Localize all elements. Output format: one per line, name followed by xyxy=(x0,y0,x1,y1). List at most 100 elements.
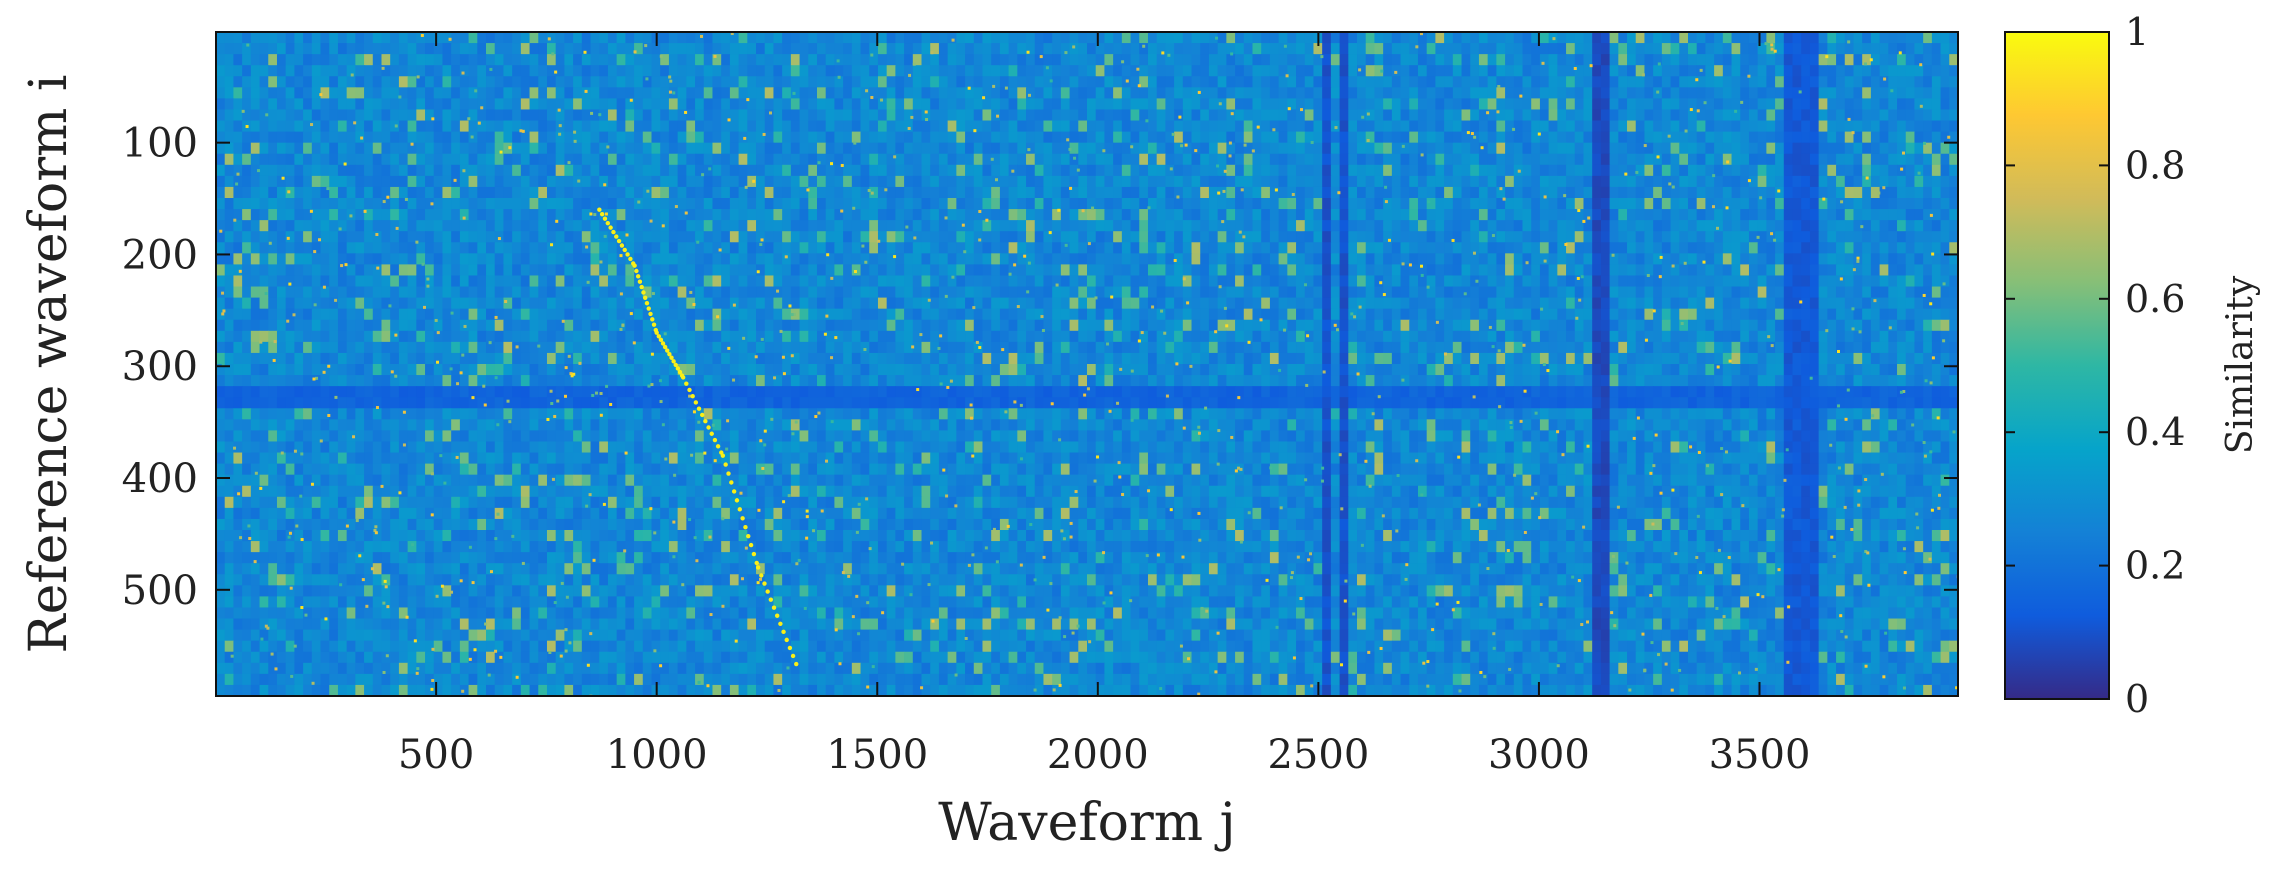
heatmap-cell xyxy=(1174,275,1184,288)
heatmap-cell xyxy=(991,131,1001,144)
heatmap-cell xyxy=(529,186,539,199)
heatmap-cell xyxy=(1278,43,1288,55)
heatmap-cell xyxy=(1383,32,1393,44)
heatmap-cell xyxy=(1609,275,1619,288)
heatmap-cell xyxy=(390,65,400,77)
heatmap-cell xyxy=(1862,109,1872,122)
heatmap-cell xyxy=(512,109,522,122)
heatmap-cell xyxy=(712,43,722,55)
heatmap-cell xyxy=(1069,65,1079,77)
heatmap-cell xyxy=(581,164,592,177)
heatmap-cell xyxy=(1635,43,1646,55)
heatmap-cell xyxy=(973,220,984,232)
heatmap-cell xyxy=(1060,76,1071,88)
heatmap-cell xyxy=(1348,120,1358,133)
heatmap-cell xyxy=(1836,220,1846,232)
heatmap-cell xyxy=(1836,120,1846,133)
heatmap-cell xyxy=(1287,242,1297,254)
heatmap-cell xyxy=(1844,275,1855,288)
heatmap-cell xyxy=(590,220,600,232)
heatmap-cell xyxy=(1618,87,1628,99)
heatmap-cell xyxy=(1269,253,1280,265)
heatmap-cell xyxy=(634,54,644,66)
heatmap-cell xyxy=(1879,186,1889,199)
heatmap-cell xyxy=(869,87,879,99)
heatmap-cell xyxy=(634,98,644,111)
heatmap-cell xyxy=(825,175,836,188)
heatmap-cell xyxy=(224,43,235,55)
heatmap-cell xyxy=(355,220,365,232)
heatmap-cell xyxy=(1513,220,1524,232)
heatmap-cell xyxy=(1940,275,1950,288)
heatmap-cell xyxy=(555,275,565,288)
heatmap-cell xyxy=(599,87,609,99)
heatmap-cell xyxy=(486,109,496,122)
heatmap-cell xyxy=(1252,153,1262,166)
heatmap-cell xyxy=(1818,76,1828,88)
heatmap-cell xyxy=(1383,198,1393,210)
heatmap-cell xyxy=(1348,209,1358,221)
heatmap-cell xyxy=(268,209,278,221)
heatmap-cell xyxy=(729,253,740,265)
heatmap-cell xyxy=(886,297,896,310)
heatmap-cell xyxy=(1931,87,1942,99)
heatmap-cell xyxy=(1435,253,1445,265)
heatmap-cell xyxy=(1600,109,1611,122)
heatmap-cell xyxy=(1714,209,1724,221)
heatmap-cell xyxy=(372,131,383,144)
heatmap-cell xyxy=(1496,220,1506,232)
heatmap-cell xyxy=(1226,120,1236,133)
heatmap-cell xyxy=(546,186,557,199)
heatmap-cell xyxy=(1836,87,1846,99)
heatmap-cell xyxy=(1496,98,1506,111)
heatmap-cell xyxy=(1296,120,1306,133)
heatmap-cell xyxy=(1722,186,1733,199)
heatmap-cell xyxy=(642,120,653,133)
heatmap-cell xyxy=(1600,32,1611,44)
heatmap-cell xyxy=(877,87,888,99)
heatmap-cell xyxy=(294,32,304,44)
heatmap-cell xyxy=(1017,87,1027,99)
heatmap-cell xyxy=(1417,186,1428,199)
heatmap-cell xyxy=(1566,87,1576,99)
heatmap-cell xyxy=(1923,264,1933,277)
heatmap-cell xyxy=(1949,242,1958,254)
heatmap-cell xyxy=(1679,220,1689,232)
heatmap-cell xyxy=(390,76,400,88)
heatmap-cell xyxy=(1060,43,1071,55)
heatmap-cell xyxy=(677,253,687,265)
heatmap-cell xyxy=(1818,275,1828,288)
heatmap-cell xyxy=(294,220,304,232)
heatmap-cell xyxy=(1905,264,1916,277)
heatmap-cell xyxy=(1557,220,1567,232)
heatmap-cell xyxy=(1139,142,1149,155)
heatmap-cell xyxy=(1261,242,1271,254)
heatmap-cell xyxy=(947,120,957,133)
heatmap-cell xyxy=(520,198,531,210)
heatmap-cell xyxy=(1844,231,1855,243)
heatmap-cell xyxy=(756,231,766,243)
heatmap-cell xyxy=(1017,186,1027,199)
heatmap-cell xyxy=(1426,32,1436,44)
heatmap-cell xyxy=(233,297,243,310)
heatmap-cell xyxy=(1417,175,1428,188)
heatmap-cell xyxy=(1339,32,1349,44)
heatmap-cell xyxy=(1888,209,1898,221)
heatmap-cell xyxy=(1766,231,1776,243)
heatmap-cell xyxy=(886,76,896,88)
heatmap-cell xyxy=(904,131,914,144)
heatmap-cell xyxy=(1322,175,1332,188)
heatmap-cell xyxy=(486,220,496,232)
heatmap-cell xyxy=(1330,153,1341,166)
heatmap-cell xyxy=(242,87,252,99)
heatmap-cell xyxy=(1043,220,1053,232)
heatmap-cell xyxy=(1383,253,1393,265)
heatmap-cell xyxy=(895,76,905,88)
heatmap-cell xyxy=(216,43,226,55)
heatmap-cell xyxy=(1121,198,1132,210)
heatmap-cell xyxy=(773,231,783,243)
heatmap-cell xyxy=(1130,297,1140,310)
heatmap-cell xyxy=(503,297,513,310)
heatmap-cell xyxy=(337,198,348,210)
heatmap-cell xyxy=(1113,275,1123,288)
